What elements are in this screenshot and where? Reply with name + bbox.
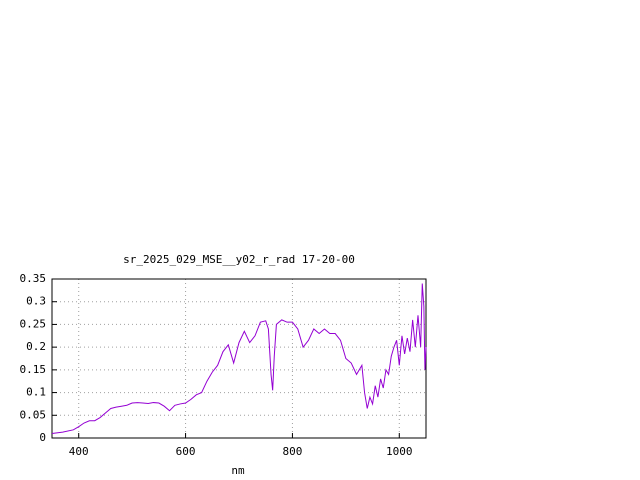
plot-border <box>51 278 427 439</box>
y-tick-label: 0.15 <box>20 363 47 376</box>
data-line <box>51 283 427 434</box>
y-tick-label: 0.1 <box>26 386 46 399</box>
y-tick-label: 0.3 <box>26 295 46 308</box>
y-tick-label: 0.35 <box>20 272 47 285</box>
x-tick-label: 1000 <box>386 445 413 458</box>
x-tick-label: 400 <box>69 445 89 458</box>
chart-title: sr_2025_029_MSE__y02_r_rad 17-20-00 <box>123 253 355 266</box>
x-axis-label: nm <box>231 464 245 477</box>
y-tick-label: 0.05 <box>20 408 47 421</box>
y-tick-label: 0 <box>39 431 46 444</box>
y-tick-label: 0.25 <box>20 317 47 330</box>
x-tick-label: 600 <box>176 445 196 458</box>
y-tick-label: 0.2 <box>26 340 46 353</box>
x-tick-label: 800 <box>282 445 302 458</box>
